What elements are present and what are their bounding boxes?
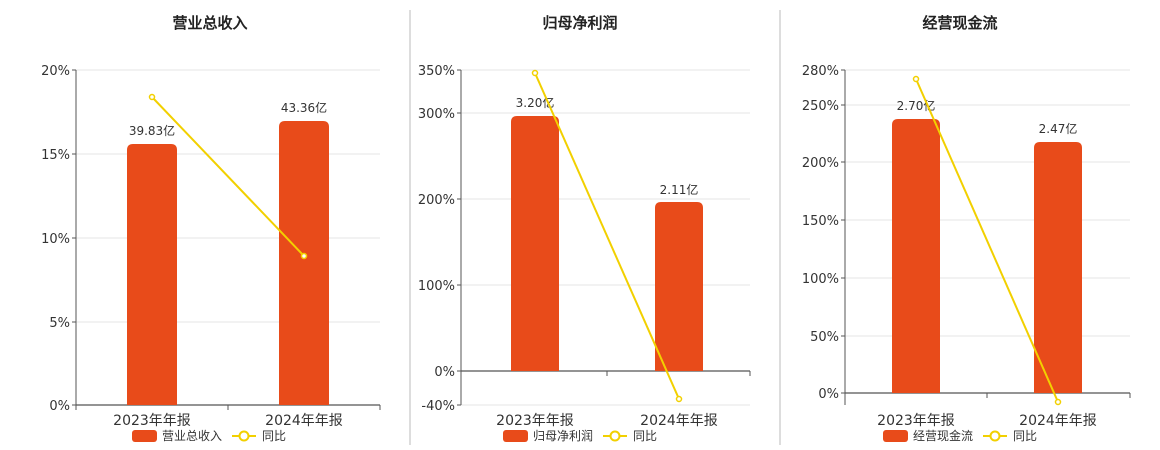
legend-line-marker <box>989 430 1001 442</box>
line-point <box>1054 398 1062 406</box>
line-point <box>300 252 308 260</box>
chart-title: 归母净利润 <box>542 14 617 32</box>
bar-data-label: 2.11亿 <box>660 182 699 197</box>
chart-title: 营业总收入 <box>172 14 247 32</box>
legend-bar-swatch <box>883 430 908 442</box>
chart-panel-3: 经营现金流280%250%200%150%100%50%0%2.70亿2023年… <box>802 14 1131 443</box>
bar <box>1034 142 1082 393</box>
y-tick-label: 50% <box>810 330 839 345</box>
legend-line-label: 同比 <box>262 429 286 443</box>
legend-bar-label: 归母净利润 <box>533 429 593 443</box>
x-category-label: 2023年年报 <box>113 413 191 429</box>
bar <box>892 119 940 393</box>
y-tick-label: 10% <box>41 232 70 247</box>
y-tick-label: 280% <box>802 64 839 79</box>
y-tick-label: 200% <box>802 156 839 171</box>
x-category-label: 2024年年报 <box>265 413 343 429</box>
line-series-yoy <box>534 72 680 400</box>
legend-bar-label: 营业总收入 <box>162 429 222 443</box>
x-category-label: 2023年年报 <box>877 413 955 429</box>
legend-line-label: 同比 <box>633 429 657 443</box>
chart-title: 经营现金流 <box>922 14 997 32</box>
legend-line-marker <box>609 430 621 442</box>
y-tick-label: 150% <box>802 214 839 229</box>
x-category-label: 2023年年报 <box>496 413 574 429</box>
y-tick-label: 100% <box>418 279 455 294</box>
x-category-label: 2024年年报 <box>640 413 718 429</box>
legend-bar-swatch <box>503 430 528 442</box>
bar <box>511 116 559 371</box>
y-tick-label: 300% <box>418 107 455 122</box>
bar-data-label: 43.36亿 <box>281 100 327 115</box>
y-tick-label: 20% <box>41 64 70 79</box>
y-tick-label: 350% <box>418 64 455 79</box>
y-tick-label: 100% <box>802 272 839 287</box>
legend-line-label: 同比 <box>1013 429 1037 443</box>
y-tick-label: 15% <box>41 148 70 163</box>
line-point <box>531 69 539 77</box>
bar <box>127 144 177 405</box>
x-category-label: 2024年年报 <box>1019 413 1097 429</box>
y-tick-label: 0% <box>818 387 839 402</box>
chart-panel-2: 归母净利润 350% 300% 200% 100% 0% -40% 3.20亿 2023年年报 2… <box>418 14 751 443</box>
y-tick-label: 200% <box>418 193 455 208</box>
legend-bar-swatch <box>132 430 157 442</box>
y-tick-label: 0% <box>49 399 70 414</box>
line-series-yoy <box>915 78 1059 403</box>
line-point <box>675 395 683 403</box>
line-series-yoy <box>151 96 305 257</box>
y-tick-label: 5% <box>49 316 70 331</box>
bar-data-label: 3.20亿 <box>516 95 555 110</box>
bar <box>279 121 329 405</box>
line-point <box>148 93 156 101</box>
legend-bar-label: 经营现金流 <box>913 428 973 443</box>
bar-data-label: 2.47亿 <box>1039 121 1078 136</box>
y-tick-label: 250% <box>802 99 839 114</box>
legend-line-marker <box>238 430 250 442</box>
y-tick-label: 0% <box>434 365 455 380</box>
chart-panel-1: 营业总收入 20% 15% 10% 5% 0% 39.83亿 2023年年报 43.36亿 202… <box>41 14 381 443</box>
bar-data-label: 39.83亿 <box>129 123 175 138</box>
y-tick-label: -40% <box>421 399 455 414</box>
bar <box>655 202 703 371</box>
line-point <box>912 75 920 83</box>
